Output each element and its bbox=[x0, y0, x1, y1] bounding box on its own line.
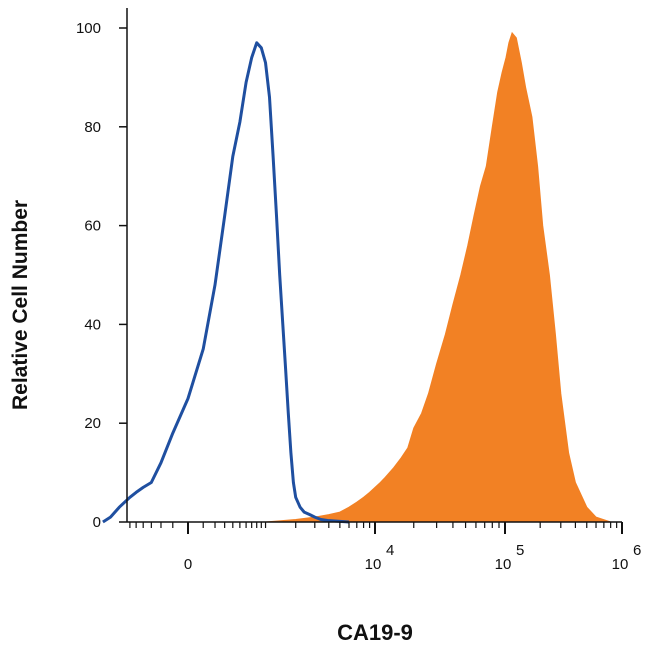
y-tick-label: 60 bbox=[84, 218, 101, 235]
filled-histogram-series bbox=[265, 31, 611, 523]
x-tick-exponent: 4 bbox=[386, 542, 394, 559]
x-tick-label: 10 bbox=[495, 556, 512, 573]
outline-histogram-series bbox=[102, 41, 350, 524]
x-axis-title: CA19-9 bbox=[337, 620, 413, 645]
y-tick-label: 40 bbox=[84, 316, 101, 333]
x-tick-exponent: 6 bbox=[633, 542, 641, 559]
y-tick-label: 80 bbox=[84, 119, 101, 136]
y-tick-label: 100 bbox=[76, 20, 101, 37]
plot-area bbox=[102, 31, 611, 524]
x-tick-exponent: 5 bbox=[516, 542, 524, 559]
x-tick-label: 0 bbox=[184, 556, 192, 573]
y-axis-title: Relative Cell Number bbox=[9, 200, 32, 410]
y-ticks: 0 20 40 60 80 100 bbox=[76, 20, 127, 531]
x-tick-label: 10 bbox=[365, 556, 382, 573]
y-tick-label: 0 bbox=[93, 514, 101, 531]
y-tick-label: 20 bbox=[84, 415, 101, 432]
x-tick-label: 10 bbox=[612, 556, 629, 573]
